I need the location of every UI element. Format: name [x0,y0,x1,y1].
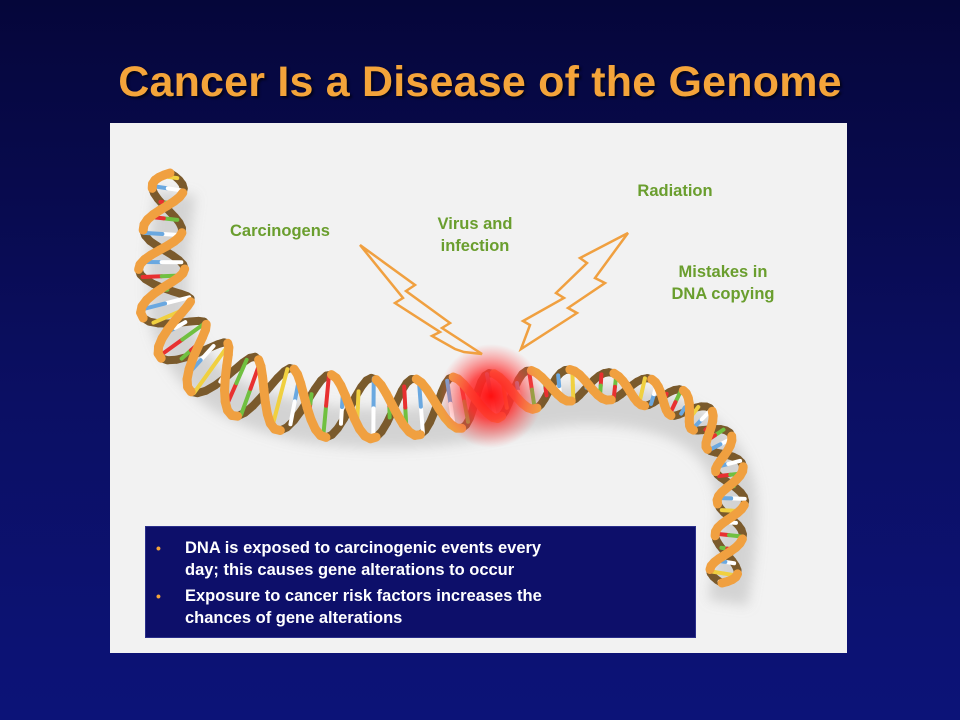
dna-backbone [701,442,713,454]
mistakes-dna-copying-label: Mistakes in DNA copying [671,263,775,303]
dna-backbone [410,430,425,440]
dna-backbone [636,400,650,411]
dna-backbone [663,409,676,420]
dna-backbone [134,259,145,274]
base-pair [402,384,408,410]
dna-backbone [270,424,285,435]
base-pair [191,366,214,395]
base-pair [679,405,688,416]
carcinogens-label: Carcinogens [230,222,330,240]
base-pair [543,385,549,398]
dna-backbone [717,577,732,588]
virus-infection-label: Virus and infection [437,215,513,255]
base-pair [726,458,743,466]
base-pair [151,313,172,325]
base-pair [179,348,193,361]
carcinogens-bolt [359,243,483,356]
bullet-marker: • [156,588,161,604]
bullet-item: • Exposure to cancer risk factors increa… [156,587,542,627]
base-pair [355,389,361,410]
bullet-marker: • [156,540,161,556]
dna-helix [134,168,758,606]
base-pair [234,357,249,386]
slide-title: Cancer Is a Disease of the Genome [118,58,842,106]
damage-glow [439,344,543,448]
bullet-item: • DNA is exposed to carcinogenic events … [156,539,542,579]
radiation-bolt [518,231,630,353]
dna-backbone [136,308,148,323]
base-pair [141,230,165,236]
base-pair [288,399,297,427]
base-pair [418,404,425,435]
dna-backbone [138,220,149,235]
dna-backbone [705,561,716,574]
dna-backbone [227,410,243,421]
dna-backbone [712,495,723,509]
base-pair [140,274,164,279]
radiation-label: Radiation [637,182,713,200]
base-pair [198,344,216,363]
dna-backbone [365,432,381,444]
dna-backbone [183,382,196,397]
base-pair [163,295,192,306]
base-pair [324,372,332,408]
base-pair [691,404,701,415]
bullet-box: • DNA is exposed to carcinogenic events … [145,526,696,638]
base-pair [556,373,562,389]
base-pair [277,367,290,400]
base-pair [308,392,314,406]
base-pair [173,320,188,330]
dna-backbone [153,349,166,363]
base-pair [338,405,345,426]
dna-backbone [686,424,698,435]
base-pair [239,386,253,417]
base-pair [161,216,180,222]
dna-backbone [315,430,331,442]
base-pair [321,403,329,440]
base-pair [640,376,647,394]
